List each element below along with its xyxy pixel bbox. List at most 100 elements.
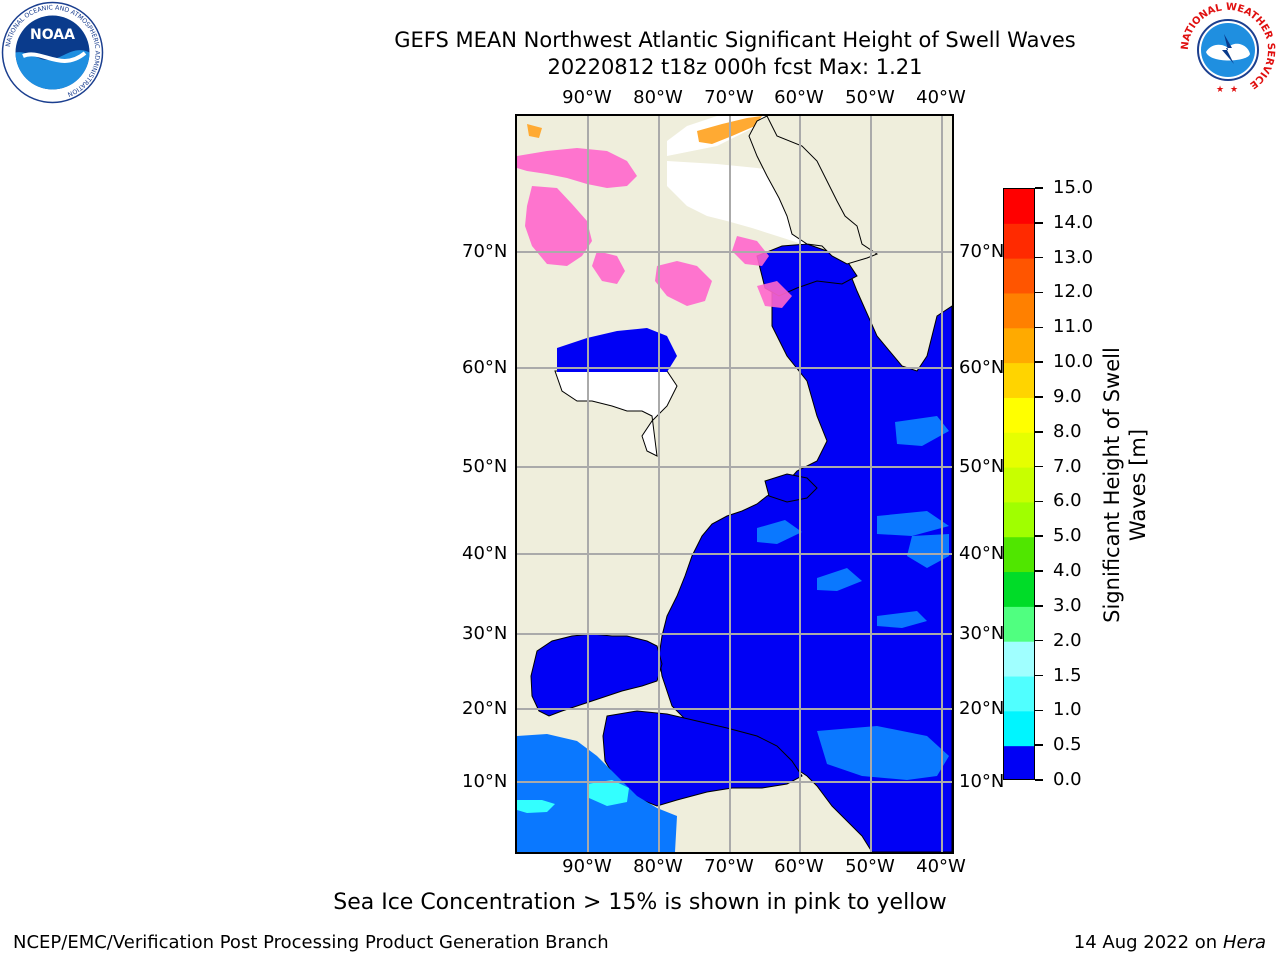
- footer-branch: NCEP/EMC/Verification Post Processing Pr…: [13, 932, 609, 953]
- svg-text:★: ★: [1230, 85, 1238, 95]
- lon-label-bottom-70w: 70°W: [704, 856, 754, 877]
- colorbar-tick-label: 12.0: [1053, 281, 1094, 303]
- lon-label-bottom-40w: 40°W: [916, 856, 966, 877]
- sea-ice-1: [517, 148, 637, 188]
- swell-patch-4: [817, 568, 862, 591]
- chart-title: GEFS MEAN Northwest Atlantic Significant…: [394, 28, 1076, 52]
- swell-patch-7: [757, 520, 802, 544]
- sea-ice-2: [525, 186, 592, 266]
- lon-label-top-70w: 70°W: [704, 87, 754, 108]
- lon-label-top-40w: 40°W: [916, 87, 966, 108]
- lat-label-left-40n: 40°N: [462, 543, 508, 564]
- colorbar-swatch: [1004, 641, 1034, 678]
- colorbar-tick-mark: [1035, 605, 1043, 607]
- colorbar-tick-label: 5.0: [1053, 525, 1082, 547]
- lat-label-right-30n: 30°N: [959, 623, 1005, 644]
- colorbar-tick-label: 14.0: [1053, 211, 1094, 233]
- caribbean-cyan-waves: [517, 780, 629, 813]
- colorbar-swatch: [1004, 363, 1034, 399]
- lat-label-right-40n: 40°N: [959, 543, 1005, 564]
- swell-patch-1: [895, 416, 949, 446]
- lon-label-top-90w: 90°W: [562, 87, 612, 108]
- sea-ice-6: [757, 281, 792, 308]
- sea-ice-4: [655, 261, 712, 306]
- colorbar-swatch: [1004, 502, 1034, 538]
- lat-label-left-70n: 70°N: [462, 241, 508, 262]
- swell-patch-3: [907, 534, 949, 568]
- lat-label-right-50n: 50°N: [959, 456, 1005, 477]
- colorbar-tick-label: 6.0: [1053, 490, 1082, 512]
- sea-ice-note: Sea Ice Concentration > 15% is shown in …: [333, 890, 947, 915]
- colorbar-swatch: [1004, 572, 1034, 608]
- chart-subtitle: 20220812 t18z 000h fcst Max: 1.21: [547, 55, 923, 79]
- lat-label-left-60n: 60°N: [462, 357, 508, 378]
- colorbar-tick-mark: [1035, 396, 1043, 398]
- colorbar-swatch: [1004, 432, 1034, 469]
- colorbar-tick-mark: [1035, 326, 1043, 329]
- lat-label-left-10n: 10°N: [462, 771, 508, 792]
- colorbar-tick-mark: [1035, 744, 1043, 746]
- colorbar-tick-label: 2.0: [1053, 629, 1082, 651]
- colorbar-tick-mark: [1035, 535, 1043, 537]
- map-canvas: [517, 116, 952, 852]
- colorbar: [1003, 188, 1035, 780]
- colorbar-tick-label: 13.0: [1053, 246, 1094, 268]
- lat-label-left-30n: 30°N: [462, 623, 508, 644]
- greenland-outline: [748, 116, 879, 265]
- colorbar-swatch: [1004, 328, 1034, 364]
- colorbar-tick-mark: [1035, 291, 1043, 294]
- sea-ice-3: [592, 251, 625, 284]
- svg-text:NOAA: NOAA: [30, 27, 75, 43]
- colorbar-tick-label: 0.5: [1053, 734, 1082, 756]
- colorbar-label: Significant Height of Swell Waves [m]: [1100, 347, 1150, 623]
- noaa-logo: NATIONAL OCEANIC AND ATMOSPHERIC ADMINIS…: [1, 1, 104, 104]
- footer-date: 14 Aug 2022 on Hera: [1074, 932, 1266, 953]
- colorbar-tick-mark: [1035, 709, 1043, 712]
- colorbar-swatch: [1004, 746, 1034, 779]
- swell-patch-2: [877, 511, 949, 536]
- colorbar-tick-label: 1.0: [1053, 699, 1082, 721]
- colorbar-tick-mark: [1035, 361, 1043, 363]
- colorbar-tick-label: 8.0: [1053, 420, 1082, 442]
- lon-label-top-60w: 60°W: [774, 87, 824, 108]
- colorbar-swatch: [1004, 711, 1034, 747]
- lat-label-right-60n: 60°N: [959, 357, 1005, 378]
- colorbar-tick-label: 7.0: [1053, 455, 1082, 477]
- colorbar-swatch: [1004, 606, 1034, 643]
- nws-logo: NATIONAL WEATHER SERVICE ★ ★: [1176, 0, 1280, 102]
- gulf-of-st-lawrence: [764, 473, 818, 503]
- map-panel: [515, 114, 954, 854]
- colorbar-tick-label: 3.0: [1053, 594, 1082, 616]
- colorbar-tick-mark: [1035, 465, 1043, 468]
- colorbar-swatch: [1004, 467, 1034, 503]
- colorbar-tick-label: 15.0: [1053, 177, 1094, 198]
- colorbar-tick-label: 0.0: [1053, 769, 1082, 790]
- colorbar-tick-mark: [1035, 570, 1043, 572]
- colorbar-tick-mark: [1035, 222, 1043, 224]
- colorbar-swatch: [1004, 537, 1034, 573]
- colorbar-tick-mark: [1035, 674, 1043, 677]
- colorbar-swatch: [1004, 676, 1034, 712]
- lon-label-top-80w: 80°W: [633, 87, 683, 108]
- lon-label-bottom-60w: 60°W: [774, 856, 824, 877]
- colorbar-tick-label: 4.0: [1053, 560, 1082, 582]
- lon-label-bottom-90w: 90°W: [562, 856, 612, 877]
- colorbar-tick-label: 9.0: [1053, 385, 1082, 407]
- colorbar-tick-mark: [1035, 779, 1043, 781]
- svg-text:★: ★: [1216, 85, 1224, 95]
- lat-label-left-50n: 50°N: [462, 456, 508, 477]
- lat-label-right-70n: 70°N: [959, 241, 1005, 262]
- colorbar-tick-label: 11.0: [1053, 316, 1094, 338]
- colorbar-tick-mark: [1035, 431, 1043, 433]
- colorbar-swatches: [1004, 189, 1034, 779]
- colorbar-tick-mark: [1035, 639, 1043, 642]
- colorbar-swatch: [1004, 397, 1034, 434]
- colorbar-swatch: [1004, 189, 1034, 225]
- colorbar-tick-label: 10.0: [1053, 351, 1094, 373]
- lat-label-right-10n: 10°N: [959, 771, 1005, 792]
- sea-ice-orange: [527, 116, 762, 144]
- swell-patch-6: [817, 726, 949, 780]
- lon-label-bottom-50w: 50°W: [845, 856, 895, 877]
- colorbar-swatch: [1004, 258, 1034, 294]
- colorbar-tick-mark: [1035, 187, 1043, 189]
